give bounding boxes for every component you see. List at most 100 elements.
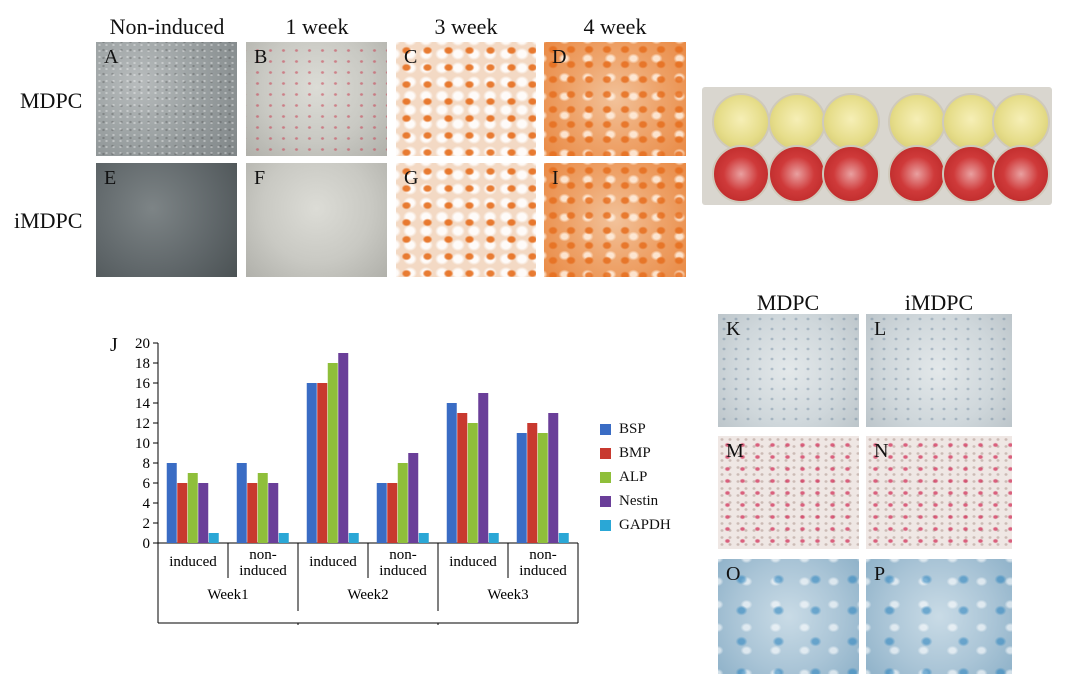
header-non-induced: Non-induced [109,14,225,39]
panel-label-c: C [404,46,418,68]
legend-label: BMP [619,444,651,461]
micrograph-c: C [396,42,536,156]
bar-alp-5 [537,433,548,543]
legend-item-gapdh: GAPDH [600,516,671,534]
legend-swatch [600,447,611,459]
bar-bmp-4 [457,413,468,543]
x-category-label: induced [239,563,287,579]
x-group-label: Week3 [487,587,528,603]
header-3-week: 3 week [434,14,498,39]
bar-nestin-2 [338,353,349,543]
well-plate-photo [702,87,1052,205]
panel-label-d: D [552,46,567,68]
bar-bmp-1 [247,483,258,543]
x-group-label: Week1 [207,587,248,603]
y-tick-label: 16 [135,376,151,392]
bar-bmp-3 [387,483,398,543]
y-tick-label: 14 [135,396,151,412]
row-label-imdpc: iMDPC [14,208,83,233]
well-red-3 [822,145,880,203]
well-yellow-3 [822,93,880,151]
stain-panel-l: L [866,314,1012,427]
x-category-label: induced [309,554,357,570]
bar-bmp-5 [527,423,538,543]
legend-swatch [600,519,611,531]
bar-bsp-4 [446,403,457,543]
bar-gapdh-5 [558,533,569,543]
bar-gapdh-1 [278,533,289,543]
y-tick-label: 2 [143,516,151,532]
panel-label-b: B [254,46,268,68]
x-group-label: Week2 [347,587,388,603]
stain-header-mdpc: MDPC [756,290,820,315]
bar-alp-3 [397,463,408,543]
x-category-label: non- [389,547,417,563]
stain-panel-o: O [718,559,859,674]
panel-label-i: I [552,167,559,189]
stain-label-p: P [874,563,886,585]
bar-nestin-0 [198,483,209,543]
micrograph-d: D [544,42,686,156]
legend-item-bsp: BSP [600,420,646,438]
header-1-week: 1 week [285,14,349,39]
bar-alp-1 [257,473,268,543]
x-category-label: induced [169,554,217,570]
row-label-mdpc: MDPC [20,88,83,113]
well-red-2 [768,145,826,203]
legend-item-bmp: BMP [600,444,651,462]
y-tick-label: 6 [143,476,151,492]
legend-swatch [600,495,611,507]
bar-alp-2 [327,363,338,543]
stain-label-o: O [726,563,741,585]
micrograph-a: A [96,42,237,156]
y-tick-label: 12 [135,416,150,432]
legend-item-alp: ALP [600,468,647,486]
x-category-label: induced [519,563,567,579]
y-tick-label: 20 [135,336,150,352]
well-yellow-5 [942,93,1000,151]
bar-bmp-2 [317,383,328,543]
bar-bsp-2 [306,383,317,543]
legend-label: GAPDH [619,516,671,533]
well-yellow-6 [992,93,1050,151]
bar-gapdh-2 [348,533,359,543]
stain-label-n: N [874,440,889,462]
stain-label-k: K [726,318,741,340]
micrograph-g: G [396,163,536,277]
x-category-label: induced [379,563,427,579]
legend-swatch [600,423,611,435]
y-tick-label: 0 [143,536,151,552]
chart-legend: BSP BMP ALP Nestin GAPDH [600,420,700,540]
x-category-label: non- [529,547,557,563]
chart-panel-label: J [110,334,118,356]
bar-bsp-3 [376,483,387,543]
stain-panel-n: N [866,436,1012,549]
y-tick-label: 18 [135,356,150,372]
bar-gapdh-0 [208,533,219,543]
bar-nestin-5 [548,413,559,543]
stain-panel-k: K [718,314,859,427]
bar-nestin-4 [478,393,489,543]
micrograph-f: F [246,163,387,277]
panel-label-a: A [104,46,119,68]
x-category-label: induced [449,554,497,570]
bar-nestin-3 [408,453,419,543]
legend-label: BSP [619,420,646,437]
micrograph-e: E [96,163,237,277]
bar-bmp-0 [177,483,188,543]
panel-label-g: G [404,167,419,189]
stain-label-l: L [874,318,887,340]
bar-alp-0 [187,473,198,543]
well-yellow-2 [768,93,826,151]
well-red-5 [942,145,1000,203]
bar-nestin-1 [268,483,279,543]
legend-item-nestin: Nestin [600,492,658,510]
y-tick-label: 10 [135,436,150,452]
header-4-week: 4 week [583,14,647,39]
bar-bsp-0 [166,463,177,543]
y-tick-label: 8 [143,456,151,472]
bar-bsp-1 [236,463,247,543]
y-tick-label: 4 [143,496,151,512]
well-red-6 [992,145,1050,203]
stain-label-m: M [726,440,744,462]
